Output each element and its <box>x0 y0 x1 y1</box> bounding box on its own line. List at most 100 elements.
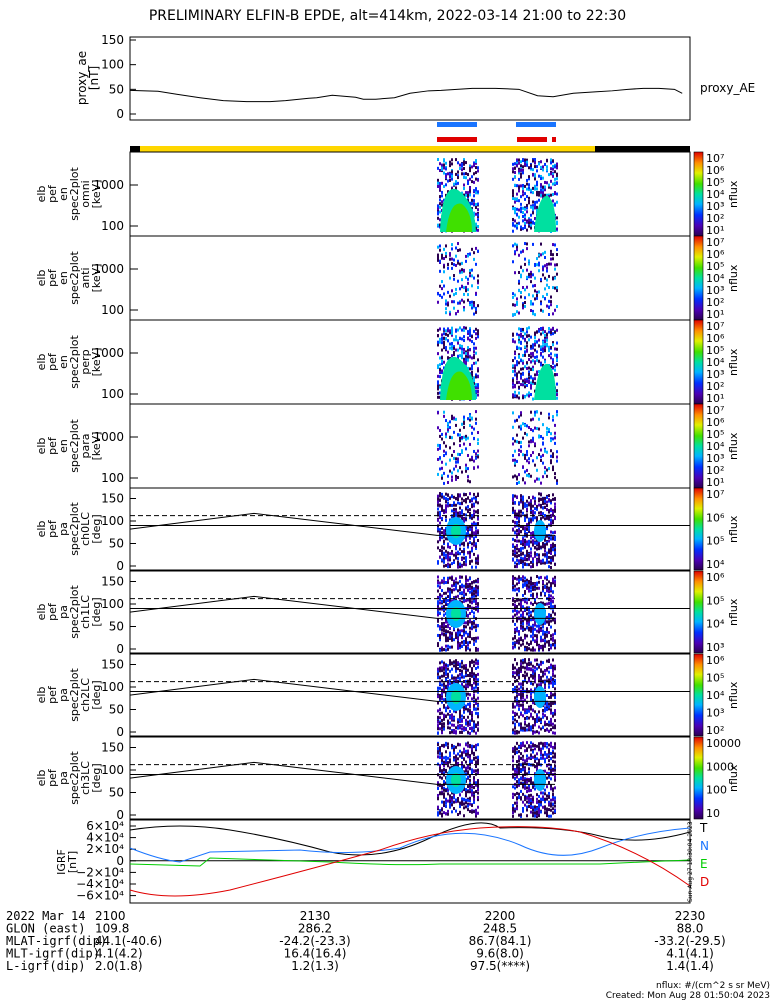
pa-panel-3-cell <box>463 675 465 679</box>
pa-panel-3-cell <box>532 724 534 728</box>
pa-panel-3-cell <box>514 671 516 675</box>
pa-panel-3-cell <box>520 699 522 703</box>
energy-panel-2-cell <box>524 296 526 300</box>
energy-panel-1-cell <box>514 207 516 211</box>
energy-panel-3-colorbar-label: nflux <box>727 348 740 376</box>
pa-panel-1-cell <box>441 536 443 540</box>
energy-panel-2-cell <box>546 283 548 287</box>
energy-panel-3-colorbar <box>693 319 704 405</box>
energy-panel-3-cell <box>548 330 550 334</box>
pa-panel-3-cell <box>542 672 544 676</box>
energy-panel-1-cell <box>538 198 540 202</box>
energy-panel-2-cell <box>467 254 469 258</box>
energy-panel-1-cell <box>443 166 445 170</box>
energy-panel-2-cell <box>443 263 445 267</box>
energy-panel-4-cell <box>459 466 461 470</box>
pa-panel-2-cell <box>443 628 445 632</box>
energy-panel-3-cell <box>518 336 520 340</box>
energy-panel-3-cell <box>461 356 463 360</box>
pa-panel-1-cell <box>548 494 550 498</box>
pa-panel-1-cell <box>550 556 552 560</box>
energy-panel-1-cell <box>524 216 526 220</box>
pa-panel-1-cell <box>512 527 514 531</box>
pa-panel-3-cell <box>532 730 534 734</box>
energy-panel-2-cell <box>445 251 447 255</box>
energy-panel-3-cell <box>463 347 465 351</box>
energy-panel-3-cell <box>512 369 514 373</box>
pa-panel-3-cell <box>534 671 536 675</box>
pa-panel-3-cell <box>439 708 441 712</box>
pa-panel-3-cell <box>516 698 518 702</box>
energy-panel-1-cell <box>514 219 516 223</box>
energy-panel-3-cell <box>439 375 441 379</box>
energy-panel-1-core <box>446 203 472 232</box>
pa-panel-1-cell <box>554 505 556 509</box>
pa-panel-2-cell <box>473 619 475 623</box>
pa-panel-2-cell <box>530 640 532 644</box>
pa-panel-2-cell <box>477 624 479 628</box>
pa-panel-1-cell <box>520 556 522 560</box>
pa-panel-3-cell <box>518 675 520 679</box>
energy-panel-3-cell <box>441 337 443 341</box>
pa-panel-2-cell <box>526 619 528 623</box>
energy-panel-1-cell <box>473 172 475 176</box>
pa-panel-1-cell <box>554 537 556 541</box>
pa-panel-2-cell <box>463 598 465 602</box>
pa-panel-2-colorbar-tick: 10³ <box>706 641 724 654</box>
pa-panel-1-cell <box>467 528 469 532</box>
pa-panel-1-cell <box>461 542 463 546</box>
energy-panel-2-cell <box>550 252 552 256</box>
pa-panel-2-cell <box>469 604 471 608</box>
energy-panel-4-cell <box>550 437 552 441</box>
pa-panel-1-cell <box>465 536 467 540</box>
energy-panel-4-cell <box>459 436 461 440</box>
pa-panel-1-cell <box>447 555 449 559</box>
pa-panel-1-cell <box>475 500 477 504</box>
pa-panel-1-cell <box>453 512 455 516</box>
energy-panel-1-cell <box>512 162 514 166</box>
pa-panel-1-cell <box>445 506 447 510</box>
energy-panel-4-cell <box>528 461 530 465</box>
pa-panel-3-cell <box>532 673 534 677</box>
energy-panel-2-ylabel-line: en <box>57 271 70 285</box>
energy-panel-1-cell <box>443 163 445 167</box>
pa-panel-3-cell <box>469 709 471 713</box>
pa-panel-3-cell <box>546 667 548 671</box>
pa-panel-1-colorbar <box>693 487 704 571</box>
pa-panel-2-tick-label: 150 <box>101 575 124 589</box>
energy-panel-1-data <box>437 158 558 233</box>
pa-panel-1-cell <box>524 518 526 522</box>
pa-panel-1-cell <box>473 515 475 519</box>
energy-panel-3-cell <box>534 339 536 343</box>
pa-panel-3-cell <box>475 685 477 689</box>
energy-panel-1-cell <box>461 162 463 166</box>
energy-panel-4-cell <box>520 424 522 428</box>
pa-panel-2-cell <box>550 634 552 638</box>
energy-panel-1-cell <box>556 216 558 220</box>
pa-panel-3-cell <box>437 701 439 705</box>
pa-panel-2-cell <box>532 585 534 589</box>
energy-panel-3-cell <box>439 340 441 344</box>
energy-panel-1-cell <box>447 172 449 176</box>
pa-panel-2-cell <box>469 611 471 615</box>
energy-panel-3-cell <box>538 327 540 331</box>
energy-panel-3-cell <box>530 335 532 339</box>
pa-panel-2-cell <box>455 577 457 581</box>
pa-panel-3-cell <box>443 687 445 691</box>
energy-panel-1-cell <box>457 176 459 180</box>
pa-panel-1-cell <box>532 516 534 520</box>
pa-panel-2-cell <box>522 625 524 629</box>
pa-panel-1-cell <box>544 514 546 518</box>
pa-panel-2-cell <box>536 640 538 644</box>
energy-panel-3-cell <box>473 342 475 346</box>
pa-panel-1-cell <box>449 556 451 560</box>
energy-panel-4-cell <box>457 460 459 464</box>
pa-panel-1-cell <box>518 517 520 521</box>
energy-panel-1-cell <box>451 174 453 178</box>
energy-panel-4-cell <box>530 440 532 444</box>
energy-panel-3-cell <box>554 373 556 377</box>
pa-panel-2-cell <box>532 587 534 591</box>
pa-panel-1-cell <box>516 554 518 558</box>
energy-panel-4-cell <box>520 413 522 417</box>
energy-panel-3-cell <box>447 356 449 360</box>
